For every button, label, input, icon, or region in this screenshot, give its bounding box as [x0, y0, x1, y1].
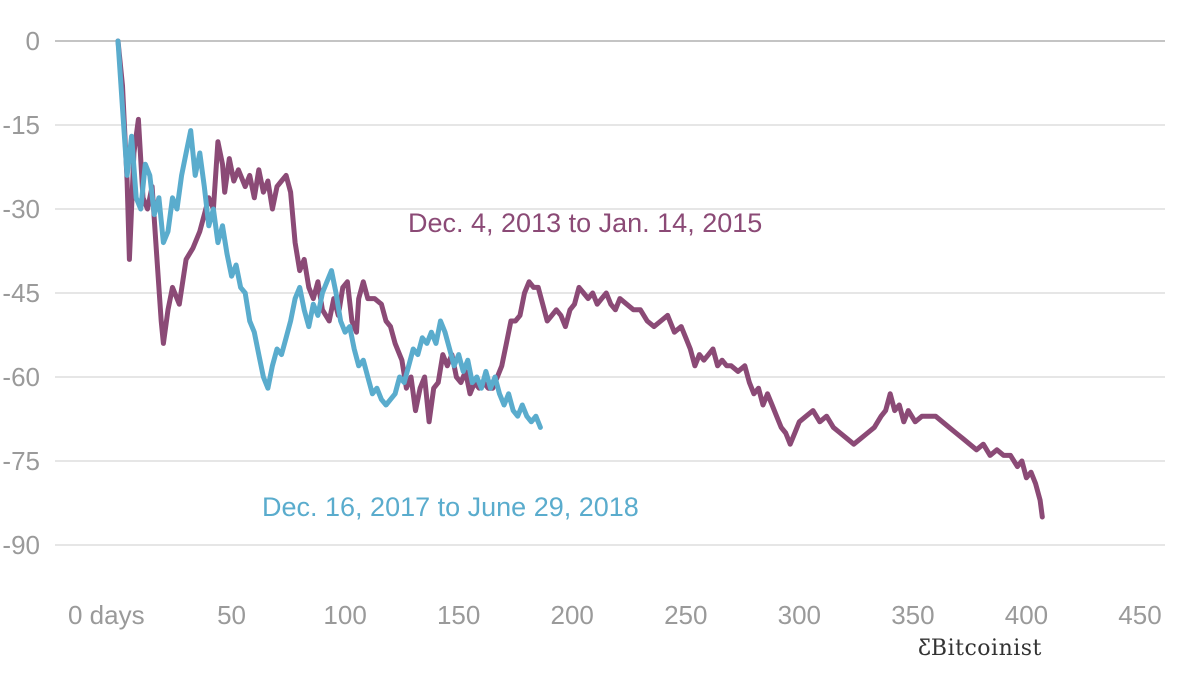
- y-tick-label: -45: [2, 278, 40, 308]
- x-tick-label: 450: [1118, 600, 1161, 630]
- x-tick-label: 100: [323, 600, 366, 630]
- y-axis-tick-labels: 0 -15 -30 -45 -60 -75 -90: [2, 26, 40, 560]
- watermark-logo: ƸBitcoinist: [918, 636, 1042, 661]
- x-axis-tick-labels: 0 days 50 100 150 200 250 300 350 400 450: [68, 600, 1162, 630]
- y-tick-label: -60: [2, 362, 40, 392]
- x-tick-label: 200: [551, 600, 594, 630]
- x-tick-label: 250: [664, 600, 707, 630]
- y-tick-label: -15: [2, 110, 40, 140]
- series-label-2013: Dec. 4, 2013 to Jan. 14, 2015: [408, 208, 762, 238]
- y-tick-label: 0: [26, 26, 40, 56]
- y-tick-label: -90: [2, 530, 40, 560]
- gridlines: [55, 40, 1165, 546]
- x-tick-label: 150: [437, 600, 480, 630]
- series-line-1: [115, 38, 543, 430]
- y-tick-label: -30: [2, 194, 40, 224]
- x-tick-label: 0 days: [68, 600, 145, 630]
- x-tick-label: 50: [217, 600, 246, 630]
- series-labels: Dec. 4, 2013 to Jan. 14, 2015 Dec. 16, 2…: [262, 208, 762, 522]
- x-tick-label: 350: [891, 600, 934, 630]
- x-tick-label: 400: [1005, 600, 1048, 630]
- series-lines: [115, 38, 1045, 520]
- x-tick-label: 300: [778, 600, 821, 630]
- series-label-2017: Dec. 16, 2017 to June 29, 2018: [262, 492, 639, 522]
- y-tick-label: -75: [2, 446, 40, 476]
- series-line-0: [115, 38, 1045, 520]
